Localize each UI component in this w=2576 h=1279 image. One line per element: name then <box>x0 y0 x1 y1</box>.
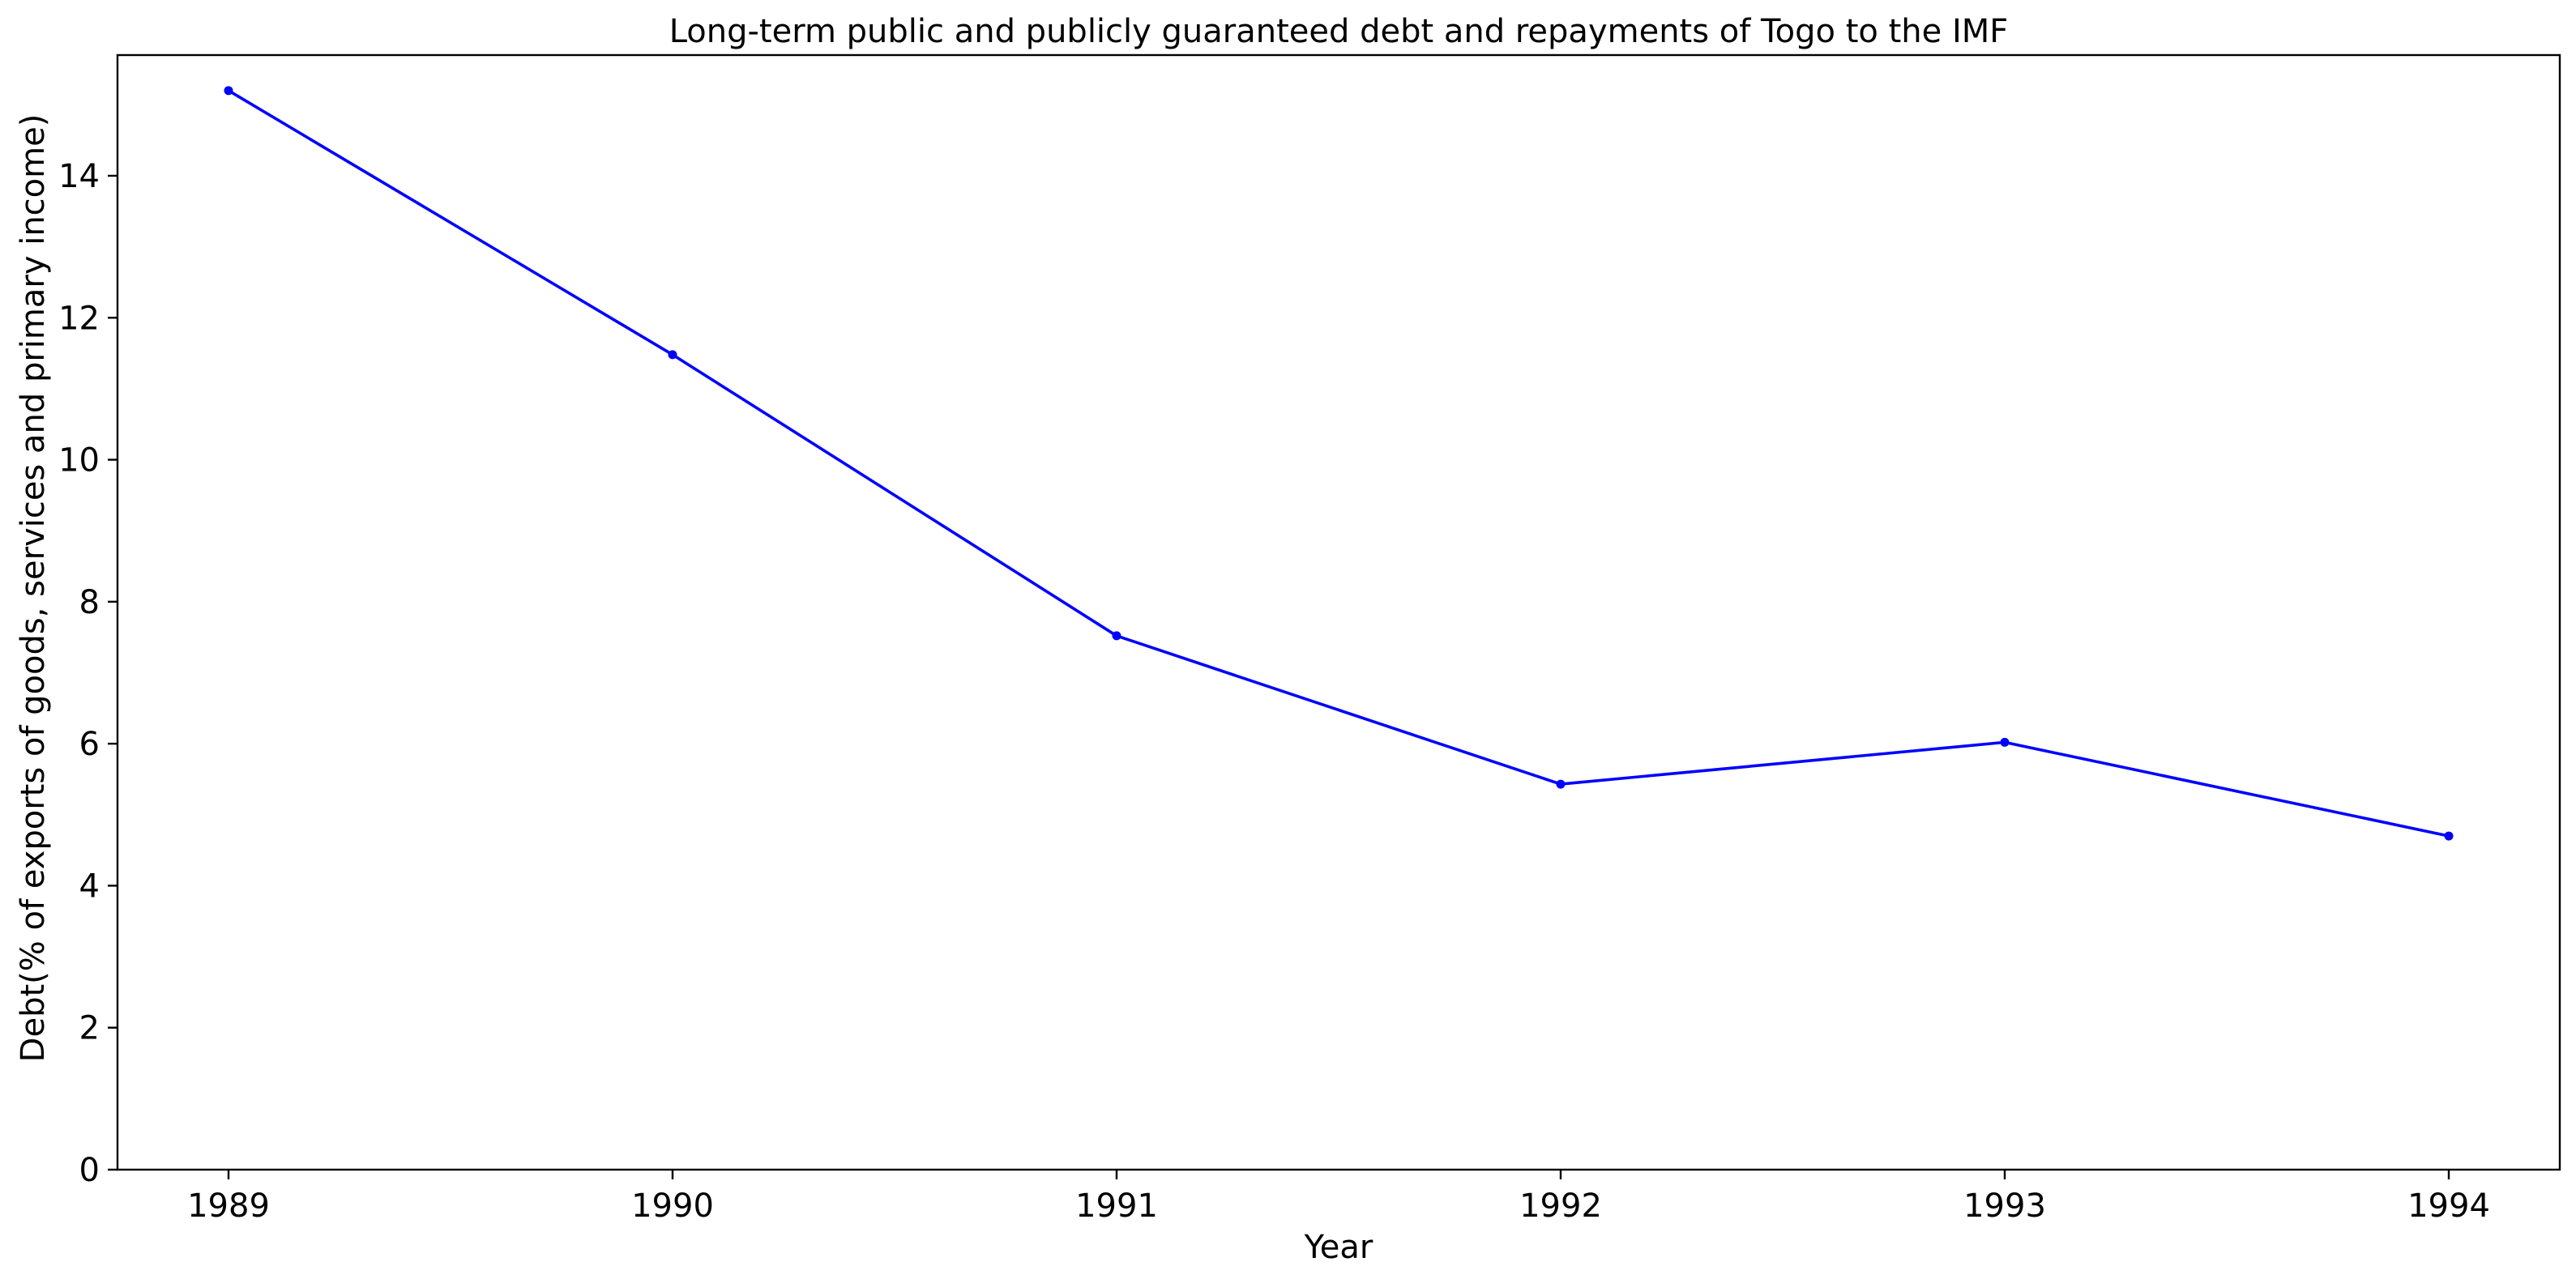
y-tick-label: 0 <box>79 1152 100 1189</box>
y-tick-label: 10 <box>58 442 100 480</box>
x-axis-label: Year <box>1304 1229 1373 1266</box>
y-axis-label: Debt(% of exports of goods, services and… <box>15 114 52 1063</box>
series-line <box>227 89 2450 838</box>
x-tick-label: 1990 <box>631 1187 714 1225</box>
y-tick-label: 6 <box>79 726 100 763</box>
data-point <box>1556 779 1566 789</box>
data-point <box>2444 831 2454 841</box>
x-tick-label: 1994 <box>2407 1187 2490 1225</box>
data-point <box>1112 631 1121 641</box>
y-tick-label: 14 <box>58 158 100 195</box>
data-point <box>224 86 233 96</box>
y-tick-label: 2 <box>79 1010 100 1047</box>
x-tick-label: 1992 <box>1519 1187 1602 1225</box>
x-tick-label: 1991 <box>1075 1187 1158 1225</box>
y-tick-label: 12 <box>58 300 100 337</box>
chart-title: Long-term public and publicly guaranteed… <box>669 13 2009 50</box>
y-tick-label: 8 <box>79 584 100 621</box>
data-point <box>668 350 677 360</box>
y-tick-label: 4 <box>79 868 100 905</box>
x-tick-label: 1989 <box>187 1187 270 1225</box>
x-tick-label: 1993 <box>1963 1187 2046 1225</box>
axes-frame <box>116 53 2561 1171</box>
data-point <box>2000 737 2010 747</box>
plot-area: 0 2 4 6 8 10 12 14 1989 1990 1991 1992 1993 1994 <box>58 53 2561 1225</box>
